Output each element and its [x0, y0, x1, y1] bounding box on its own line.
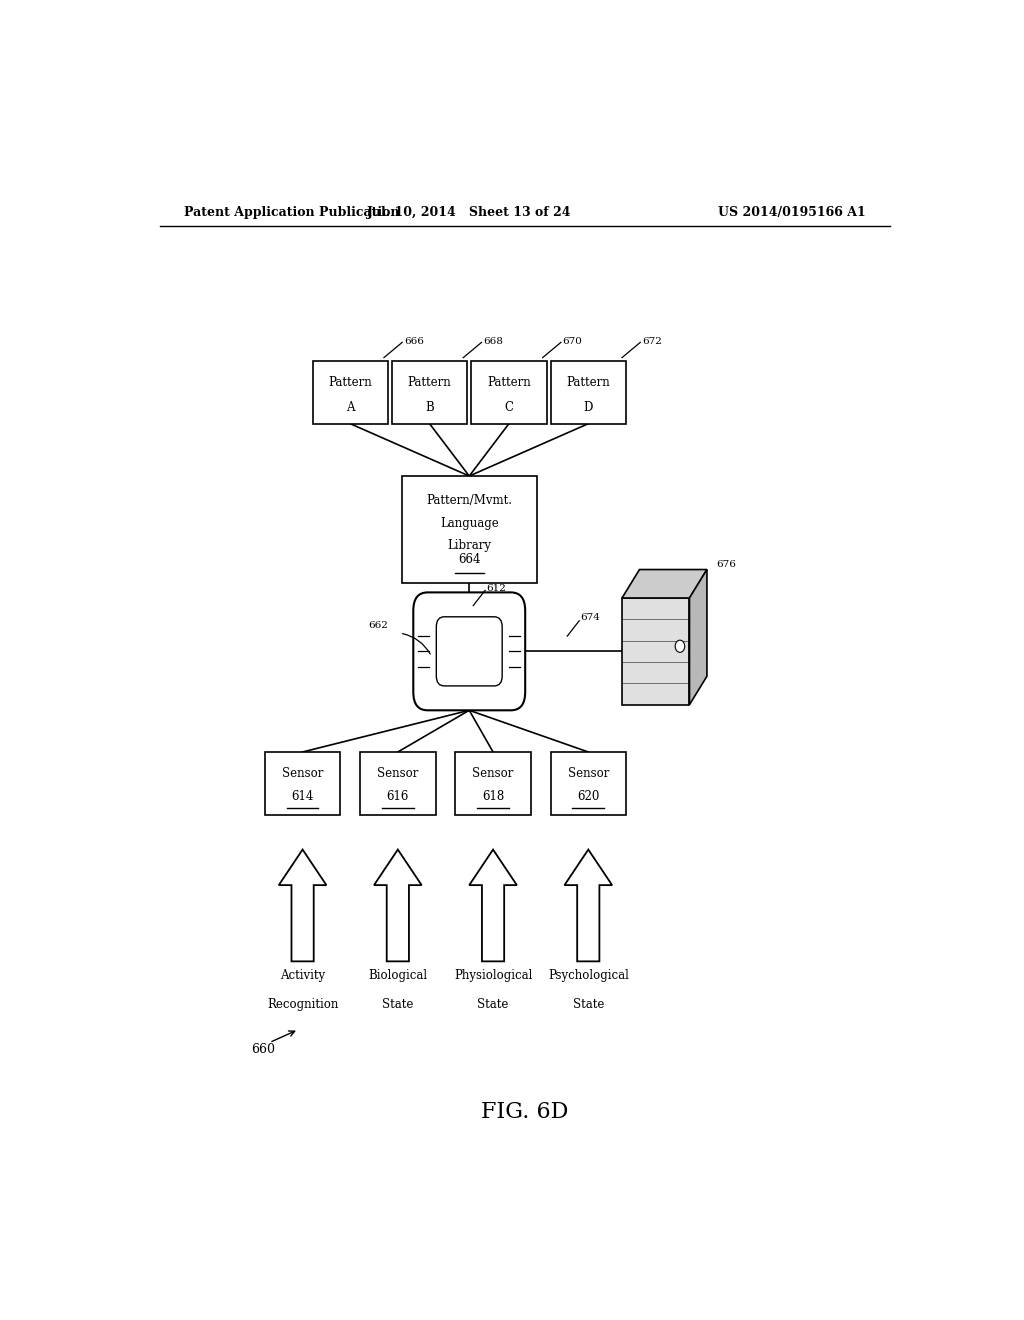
FancyBboxPatch shape	[401, 477, 537, 582]
Text: Sensor: Sensor	[282, 767, 324, 780]
Text: 666: 666	[403, 337, 424, 346]
FancyBboxPatch shape	[622, 598, 689, 705]
FancyBboxPatch shape	[392, 360, 467, 424]
FancyBboxPatch shape	[551, 752, 626, 814]
Polygon shape	[374, 850, 422, 961]
Text: 660: 660	[251, 1043, 275, 1056]
FancyBboxPatch shape	[265, 752, 340, 814]
Text: C: C	[505, 401, 513, 414]
Text: Pattern: Pattern	[566, 375, 610, 388]
Text: D: D	[584, 401, 593, 414]
Text: Sensor: Sensor	[377, 767, 419, 780]
FancyBboxPatch shape	[414, 593, 525, 710]
Text: A: A	[346, 401, 354, 414]
FancyBboxPatch shape	[436, 616, 502, 686]
Text: 616: 616	[387, 791, 409, 803]
Text: Physiological: Physiological	[454, 969, 532, 982]
Text: US 2014/0195166 A1: US 2014/0195166 A1	[718, 206, 866, 219]
Text: 670: 670	[562, 337, 583, 346]
FancyBboxPatch shape	[551, 360, 626, 424]
Text: State: State	[382, 998, 414, 1011]
Text: B: B	[425, 401, 434, 414]
FancyBboxPatch shape	[471, 360, 547, 424]
Text: 668: 668	[483, 337, 503, 346]
Text: 620: 620	[578, 791, 599, 803]
Polygon shape	[279, 850, 327, 961]
Text: 674: 674	[581, 614, 601, 622]
Polygon shape	[469, 850, 517, 961]
Text: 614: 614	[292, 791, 313, 803]
Text: FIG. 6D: FIG. 6D	[481, 1101, 568, 1123]
Text: Pattern: Pattern	[408, 375, 452, 388]
Text: 664: 664	[458, 553, 480, 566]
Text: 618: 618	[482, 791, 504, 803]
Text: 672: 672	[642, 337, 662, 346]
Text: Jul. 10, 2014   Sheet 13 of 24: Jul. 10, 2014 Sheet 13 of 24	[367, 206, 571, 219]
Text: 612: 612	[486, 583, 507, 593]
Text: 662: 662	[368, 622, 388, 631]
Polygon shape	[564, 850, 612, 961]
Text: Language: Language	[440, 517, 499, 529]
Text: State: State	[477, 998, 509, 1011]
FancyBboxPatch shape	[312, 360, 388, 424]
Text: Pattern: Pattern	[329, 375, 372, 388]
FancyBboxPatch shape	[360, 752, 435, 814]
Text: Library: Library	[447, 539, 492, 552]
Text: Sensor: Sensor	[567, 767, 609, 780]
Text: Recognition: Recognition	[267, 998, 338, 1011]
Text: 676: 676	[717, 560, 736, 569]
Text: Patent Application Publication: Patent Application Publication	[183, 206, 399, 219]
Text: Pattern: Pattern	[487, 375, 530, 388]
FancyBboxPatch shape	[456, 752, 530, 814]
Text: Biological: Biological	[369, 969, 427, 982]
Circle shape	[675, 640, 685, 652]
Text: State: State	[572, 998, 604, 1011]
Text: Sensor: Sensor	[472, 767, 514, 780]
Text: Pattern/Mvmt.: Pattern/Mvmt.	[426, 495, 512, 507]
Text: Psychological: Psychological	[548, 969, 629, 982]
Polygon shape	[689, 569, 707, 705]
Text: Activity: Activity	[280, 969, 326, 982]
Polygon shape	[622, 569, 707, 598]
